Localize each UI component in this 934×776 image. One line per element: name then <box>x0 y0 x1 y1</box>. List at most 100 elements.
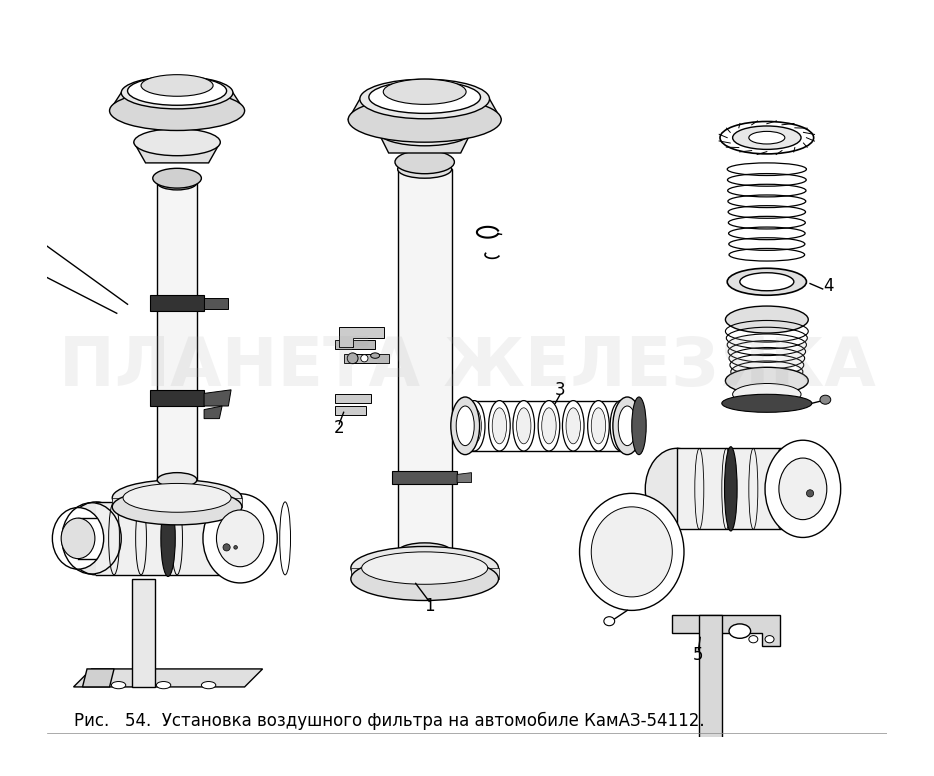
Polygon shape <box>677 449 803 529</box>
Ellipse shape <box>157 175 197 190</box>
Text: 1: 1 <box>424 597 434 615</box>
Ellipse shape <box>749 636 757 643</box>
Ellipse shape <box>369 81 480 113</box>
Ellipse shape <box>604 617 615 625</box>
Text: 2: 2 <box>333 418 345 437</box>
Ellipse shape <box>513 400 534 451</box>
Ellipse shape <box>562 400 584 451</box>
Ellipse shape <box>398 543 452 561</box>
Ellipse shape <box>123 483 231 512</box>
Ellipse shape <box>111 681 126 689</box>
Ellipse shape <box>153 168 202 188</box>
Ellipse shape <box>361 355 368 362</box>
Ellipse shape <box>610 400 631 451</box>
Ellipse shape <box>347 353 358 364</box>
Ellipse shape <box>65 502 126 575</box>
Ellipse shape <box>112 480 242 516</box>
Ellipse shape <box>202 681 216 689</box>
Ellipse shape <box>614 408 629 444</box>
Ellipse shape <box>121 77 233 109</box>
Ellipse shape <box>722 394 812 412</box>
Polygon shape <box>457 473 472 483</box>
Ellipse shape <box>395 151 455 174</box>
Ellipse shape <box>203 494 277 583</box>
Text: 5: 5 <box>693 646 703 664</box>
Polygon shape <box>392 471 457 484</box>
Ellipse shape <box>217 510 263 566</box>
Ellipse shape <box>538 400 559 451</box>
Ellipse shape <box>223 544 230 551</box>
Text: 4: 4 <box>823 277 833 295</box>
Text: Рис.   54.  Установка воздушного фильтра на автомобиле КамАЗ-54112.: Рис. 54. Установка воздушного фильтра на… <box>74 712 704 730</box>
Ellipse shape <box>732 126 801 150</box>
Polygon shape <box>132 579 154 687</box>
Polygon shape <box>351 568 499 579</box>
Polygon shape <box>334 394 371 404</box>
Ellipse shape <box>451 397 479 455</box>
Ellipse shape <box>361 552 488 584</box>
Ellipse shape <box>729 624 751 639</box>
Ellipse shape <box>765 440 841 538</box>
Polygon shape <box>150 390 205 406</box>
Polygon shape <box>134 142 220 163</box>
Ellipse shape <box>587 400 609 451</box>
Ellipse shape <box>517 408 531 444</box>
Ellipse shape <box>398 160 452 178</box>
Ellipse shape <box>492 408 506 444</box>
Ellipse shape <box>580 494 684 611</box>
Polygon shape <box>205 390 231 406</box>
Ellipse shape <box>463 400 485 451</box>
Ellipse shape <box>631 397 646 455</box>
Polygon shape <box>348 99 502 120</box>
Ellipse shape <box>467 408 481 444</box>
Polygon shape <box>205 406 222 418</box>
Polygon shape <box>672 615 780 646</box>
Polygon shape <box>205 298 229 309</box>
Ellipse shape <box>141 74 213 96</box>
Ellipse shape <box>360 79 489 119</box>
Ellipse shape <box>591 408 605 444</box>
Ellipse shape <box>157 473 197 487</box>
Polygon shape <box>78 518 96 559</box>
Ellipse shape <box>618 406 636 445</box>
Ellipse shape <box>726 306 808 333</box>
Ellipse shape <box>613 397 642 455</box>
Polygon shape <box>112 498 242 507</box>
Polygon shape <box>344 354 389 363</box>
Ellipse shape <box>645 449 708 529</box>
Ellipse shape <box>351 557 499 601</box>
Polygon shape <box>700 615 722 741</box>
Ellipse shape <box>725 447 737 531</box>
Ellipse shape <box>740 272 794 291</box>
Ellipse shape <box>779 458 827 520</box>
Ellipse shape <box>371 353 379 359</box>
Ellipse shape <box>488 400 510 451</box>
Ellipse shape <box>128 77 227 106</box>
Ellipse shape <box>728 268 806 295</box>
Ellipse shape <box>52 508 104 569</box>
Ellipse shape <box>765 636 774 643</box>
Ellipse shape <box>726 367 808 394</box>
Ellipse shape <box>378 117 472 146</box>
Ellipse shape <box>234 546 237 549</box>
Polygon shape <box>96 502 240 575</box>
Polygon shape <box>334 341 375 349</box>
Ellipse shape <box>806 490 814 497</box>
Ellipse shape <box>112 489 242 525</box>
Ellipse shape <box>749 131 785 144</box>
Polygon shape <box>334 406 366 415</box>
Ellipse shape <box>566 408 580 444</box>
Text: 3: 3 <box>555 381 565 399</box>
Ellipse shape <box>591 507 672 597</box>
Polygon shape <box>378 131 472 153</box>
Ellipse shape <box>156 681 171 689</box>
Ellipse shape <box>134 129 220 156</box>
Ellipse shape <box>732 383 801 405</box>
Polygon shape <box>398 169 452 552</box>
Ellipse shape <box>61 518 95 559</box>
Polygon shape <box>339 327 384 347</box>
Ellipse shape <box>720 122 814 154</box>
Ellipse shape <box>542 408 556 444</box>
Polygon shape <box>109 92 245 111</box>
Ellipse shape <box>351 546 499 590</box>
